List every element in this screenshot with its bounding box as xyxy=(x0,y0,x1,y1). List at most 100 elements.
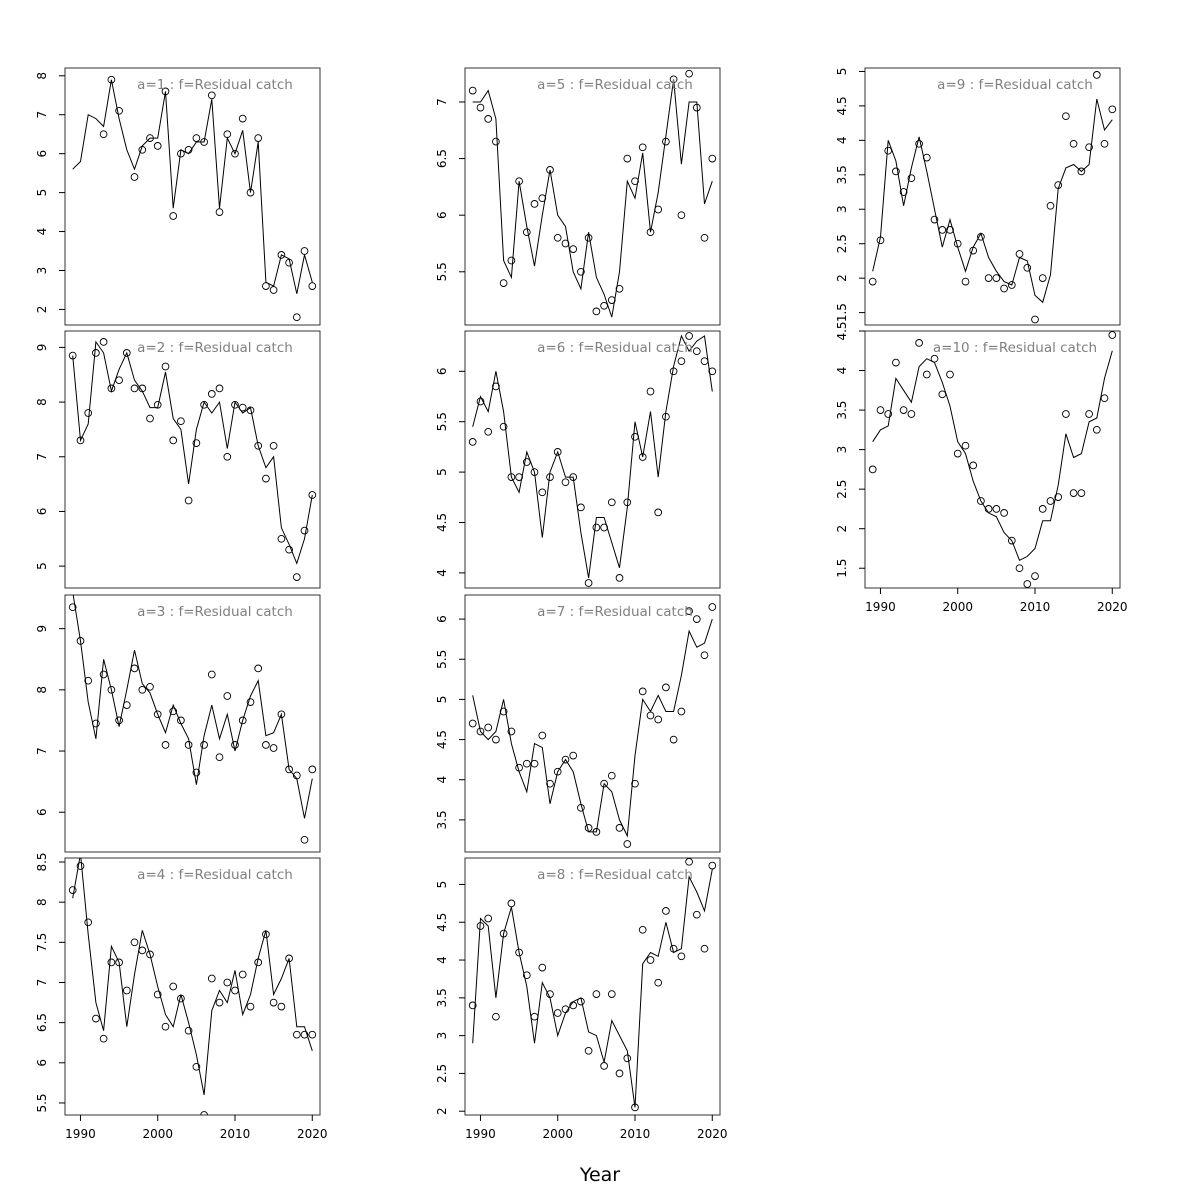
fitted-line xyxy=(72,340,313,565)
observed-point xyxy=(515,473,523,481)
observed-point xyxy=(231,149,239,158)
observed-point xyxy=(215,384,224,393)
observed-point xyxy=(607,498,616,507)
panel-frame xyxy=(464,330,721,589)
observed-point xyxy=(553,1009,562,1017)
observed-point xyxy=(530,200,539,208)
observed-point xyxy=(553,448,562,456)
observed-point xyxy=(262,930,270,939)
observed-point xyxy=(868,465,877,474)
observed-point xyxy=(662,907,670,915)
observed-point xyxy=(138,685,147,694)
observed-point xyxy=(1046,201,1055,210)
observed-point xyxy=(677,211,686,220)
observed-point xyxy=(615,1069,624,1078)
observed-point xyxy=(685,332,693,340)
observed-point xyxy=(1046,497,1055,505)
observed-point xyxy=(161,1022,170,1031)
y-tick-label: 6 xyxy=(435,367,449,375)
observed-point xyxy=(584,233,593,242)
observed-point xyxy=(577,803,585,812)
observed-point xyxy=(1038,274,1047,282)
observed-point xyxy=(592,523,601,532)
observed-point xyxy=(223,978,232,987)
observed-point xyxy=(708,603,717,611)
observed-point xyxy=(700,651,709,660)
panel-title: a=6 : f=Residual catch xyxy=(537,340,693,356)
observed-point xyxy=(1000,284,1008,293)
observed-point xyxy=(207,91,216,100)
fitted-line xyxy=(472,869,713,1108)
observed-point xyxy=(953,239,962,248)
observed-point xyxy=(177,417,185,426)
observed-point xyxy=(499,929,508,938)
y-tick-label: 3.5 xyxy=(835,165,849,184)
observed-point xyxy=(607,990,616,998)
observed-point xyxy=(115,958,123,967)
panel-a6: a=6 : f=Residual catch 4 4.5 5 5.5 6 xyxy=(435,330,721,589)
observed-point xyxy=(484,115,493,123)
observed-point xyxy=(207,390,216,398)
observed-point xyxy=(930,215,939,224)
panel-title: a=10 : f=Residual catch xyxy=(933,340,1097,356)
fitted-line xyxy=(872,350,1113,561)
observed-point xyxy=(677,357,686,366)
panel-frame xyxy=(64,67,321,326)
observed-point xyxy=(499,422,508,431)
panel-frame xyxy=(864,330,1121,589)
observed-point xyxy=(515,177,523,186)
y-tick-label: 5.5 xyxy=(435,412,449,431)
x-tick-label: 2020 xyxy=(297,1127,328,1141)
y-tick-label: 3 xyxy=(35,267,49,275)
observed-point xyxy=(623,1054,632,1063)
y-tick-label: 4 xyxy=(435,776,449,784)
observed-point xyxy=(977,232,985,241)
observed-point xyxy=(84,409,93,417)
y-tick-label: 5 xyxy=(435,468,449,476)
observed-point xyxy=(969,461,978,470)
observed-point xyxy=(153,142,162,150)
observed-point xyxy=(223,692,232,700)
x-tick-label: 1990 xyxy=(465,1127,496,1141)
observed-point xyxy=(530,759,539,768)
observed-point xyxy=(308,282,317,290)
observed-point xyxy=(492,382,500,391)
y-tick-label: 3.5 xyxy=(435,810,449,829)
panel-title: a=1 : f=Residual catch xyxy=(137,77,293,93)
observed-point xyxy=(561,1005,570,1014)
observed-point xyxy=(507,473,516,481)
y-tick-label: 7 xyxy=(35,979,49,987)
observed-point xyxy=(277,710,286,719)
observed-point xyxy=(607,771,616,780)
observed-point xyxy=(561,478,570,487)
x-tick-label: 2000 xyxy=(142,1127,173,1141)
observed-point xyxy=(546,779,554,788)
panel-title: a=7 : f=Residual catch xyxy=(537,604,693,620)
y-tick-label: 3 xyxy=(835,205,849,213)
observed-point xyxy=(592,828,601,836)
observed-point xyxy=(499,279,508,287)
fitted-line xyxy=(472,618,713,838)
panel-frame xyxy=(64,857,321,1116)
y-tick-label: 2 xyxy=(835,274,849,282)
observed-point xyxy=(961,441,970,450)
observed-point xyxy=(300,247,309,255)
observed-point xyxy=(592,990,601,998)
observed-point xyxy=(1100,139,1109,148)
observed-point xyxy=(915,339,923,347)
observed-point xyxy=(1023,263,1032,272)
y-tick-label: 4 xyxy=(435,569,449,577)
panel-title: a=8 : f=Residual catch xyxy=(537,867,693,883)
observed-point xyxy=(76,862,85,870)
observed-point xyxy=(1085,410,1093,418)
observed-point xyxy=(530,1012,539,1021)
y-tick-label: 1.5 xyxy=(835,303,849,322)
observed-point xyxy=(200,741,208,749)
panel-a3: a=3 : f=Residual catch 6 7 8 9 xyxy=(35,594,321,853)
observed-point xyxy=(138,946,147,955)
observed-point xyxy=(884,410,893,418)
observed-point xyxy=(546,166,554,174)
observed-point xyxy=(169,212,178,220)
observed-point xyxy=(99,670,108,679)
